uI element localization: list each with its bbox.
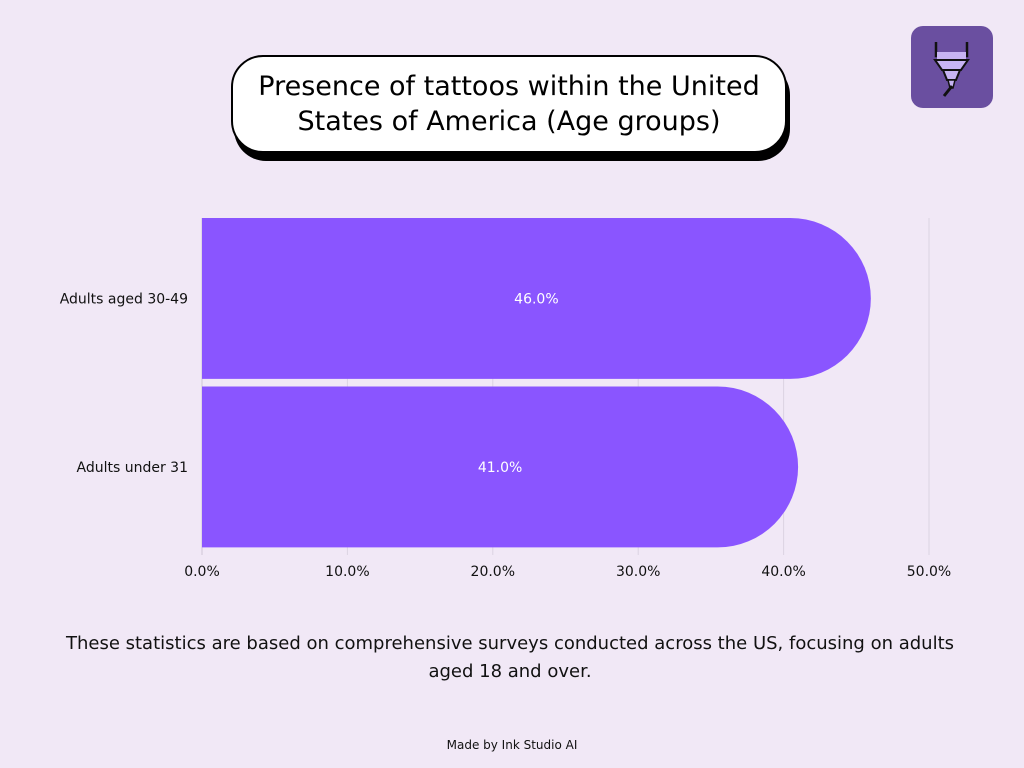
bar-value-label: 46.0% bbox=[514, 291, 558, 307]
category-label: Adults aged 30-49 bbox=[60, 291, 188, 307]
title-box: Presence of tattoos within the United St… bbox=[231, 55, 787, 153]
x-tick-label: 0.0% bbox=[184, 564, 220, 580]
bar-chart: 0.0% 10.0% 20.0% 30.0% 40.0% 50.0% 46.0% Adults… bbox=[60, 218, 952, 580]
footer-credit: Made by Ink Studio AI bbox=[446, 738, 578, 752]
x-tick-label: 10.0% bbox=[325, 564, 369, 580]
chart-title: Presence of tattoos within the United St… bbox=[258, 71, 760, 137]
bar bbox=[202, 218, 871, 379]
ink-studio-logo bbox=[911, 26, 993, 108]
x-tick-label: 20.0% bbox=[471, 564, 515, 580]
chart-title-card: Presence of tattoos within the United St… bbox=[231, 55, 791, 163]
labels: 0.0% 10.0% 20.0% 30.0% 40.0% 50.0% 46.0% Adults… bbox=[60, 291, 952, 580]
bar-value-label: 41.0% bbox=[478, 460, 522, 476]
chart-caption: These statistics are based on comprehens… bbox=[65, 633, 955, 682]
x-tick-label: 50.0% bbox=[907, 564, 951, 580]
bars bbox=[202, 218, 871, 548]
tattoo-machine-icon bbox=[933, 42, 970, 97]
x-tick-label: 30.0% bbox=[616, 564, 660, 580]
bar bbox=[202, 386, 799, 548]
x-tick-label: 40.0% bbox=[761, 564, 805, 580]
category-label: Adults under 31 bbox=[77, 460, 188, 476]
